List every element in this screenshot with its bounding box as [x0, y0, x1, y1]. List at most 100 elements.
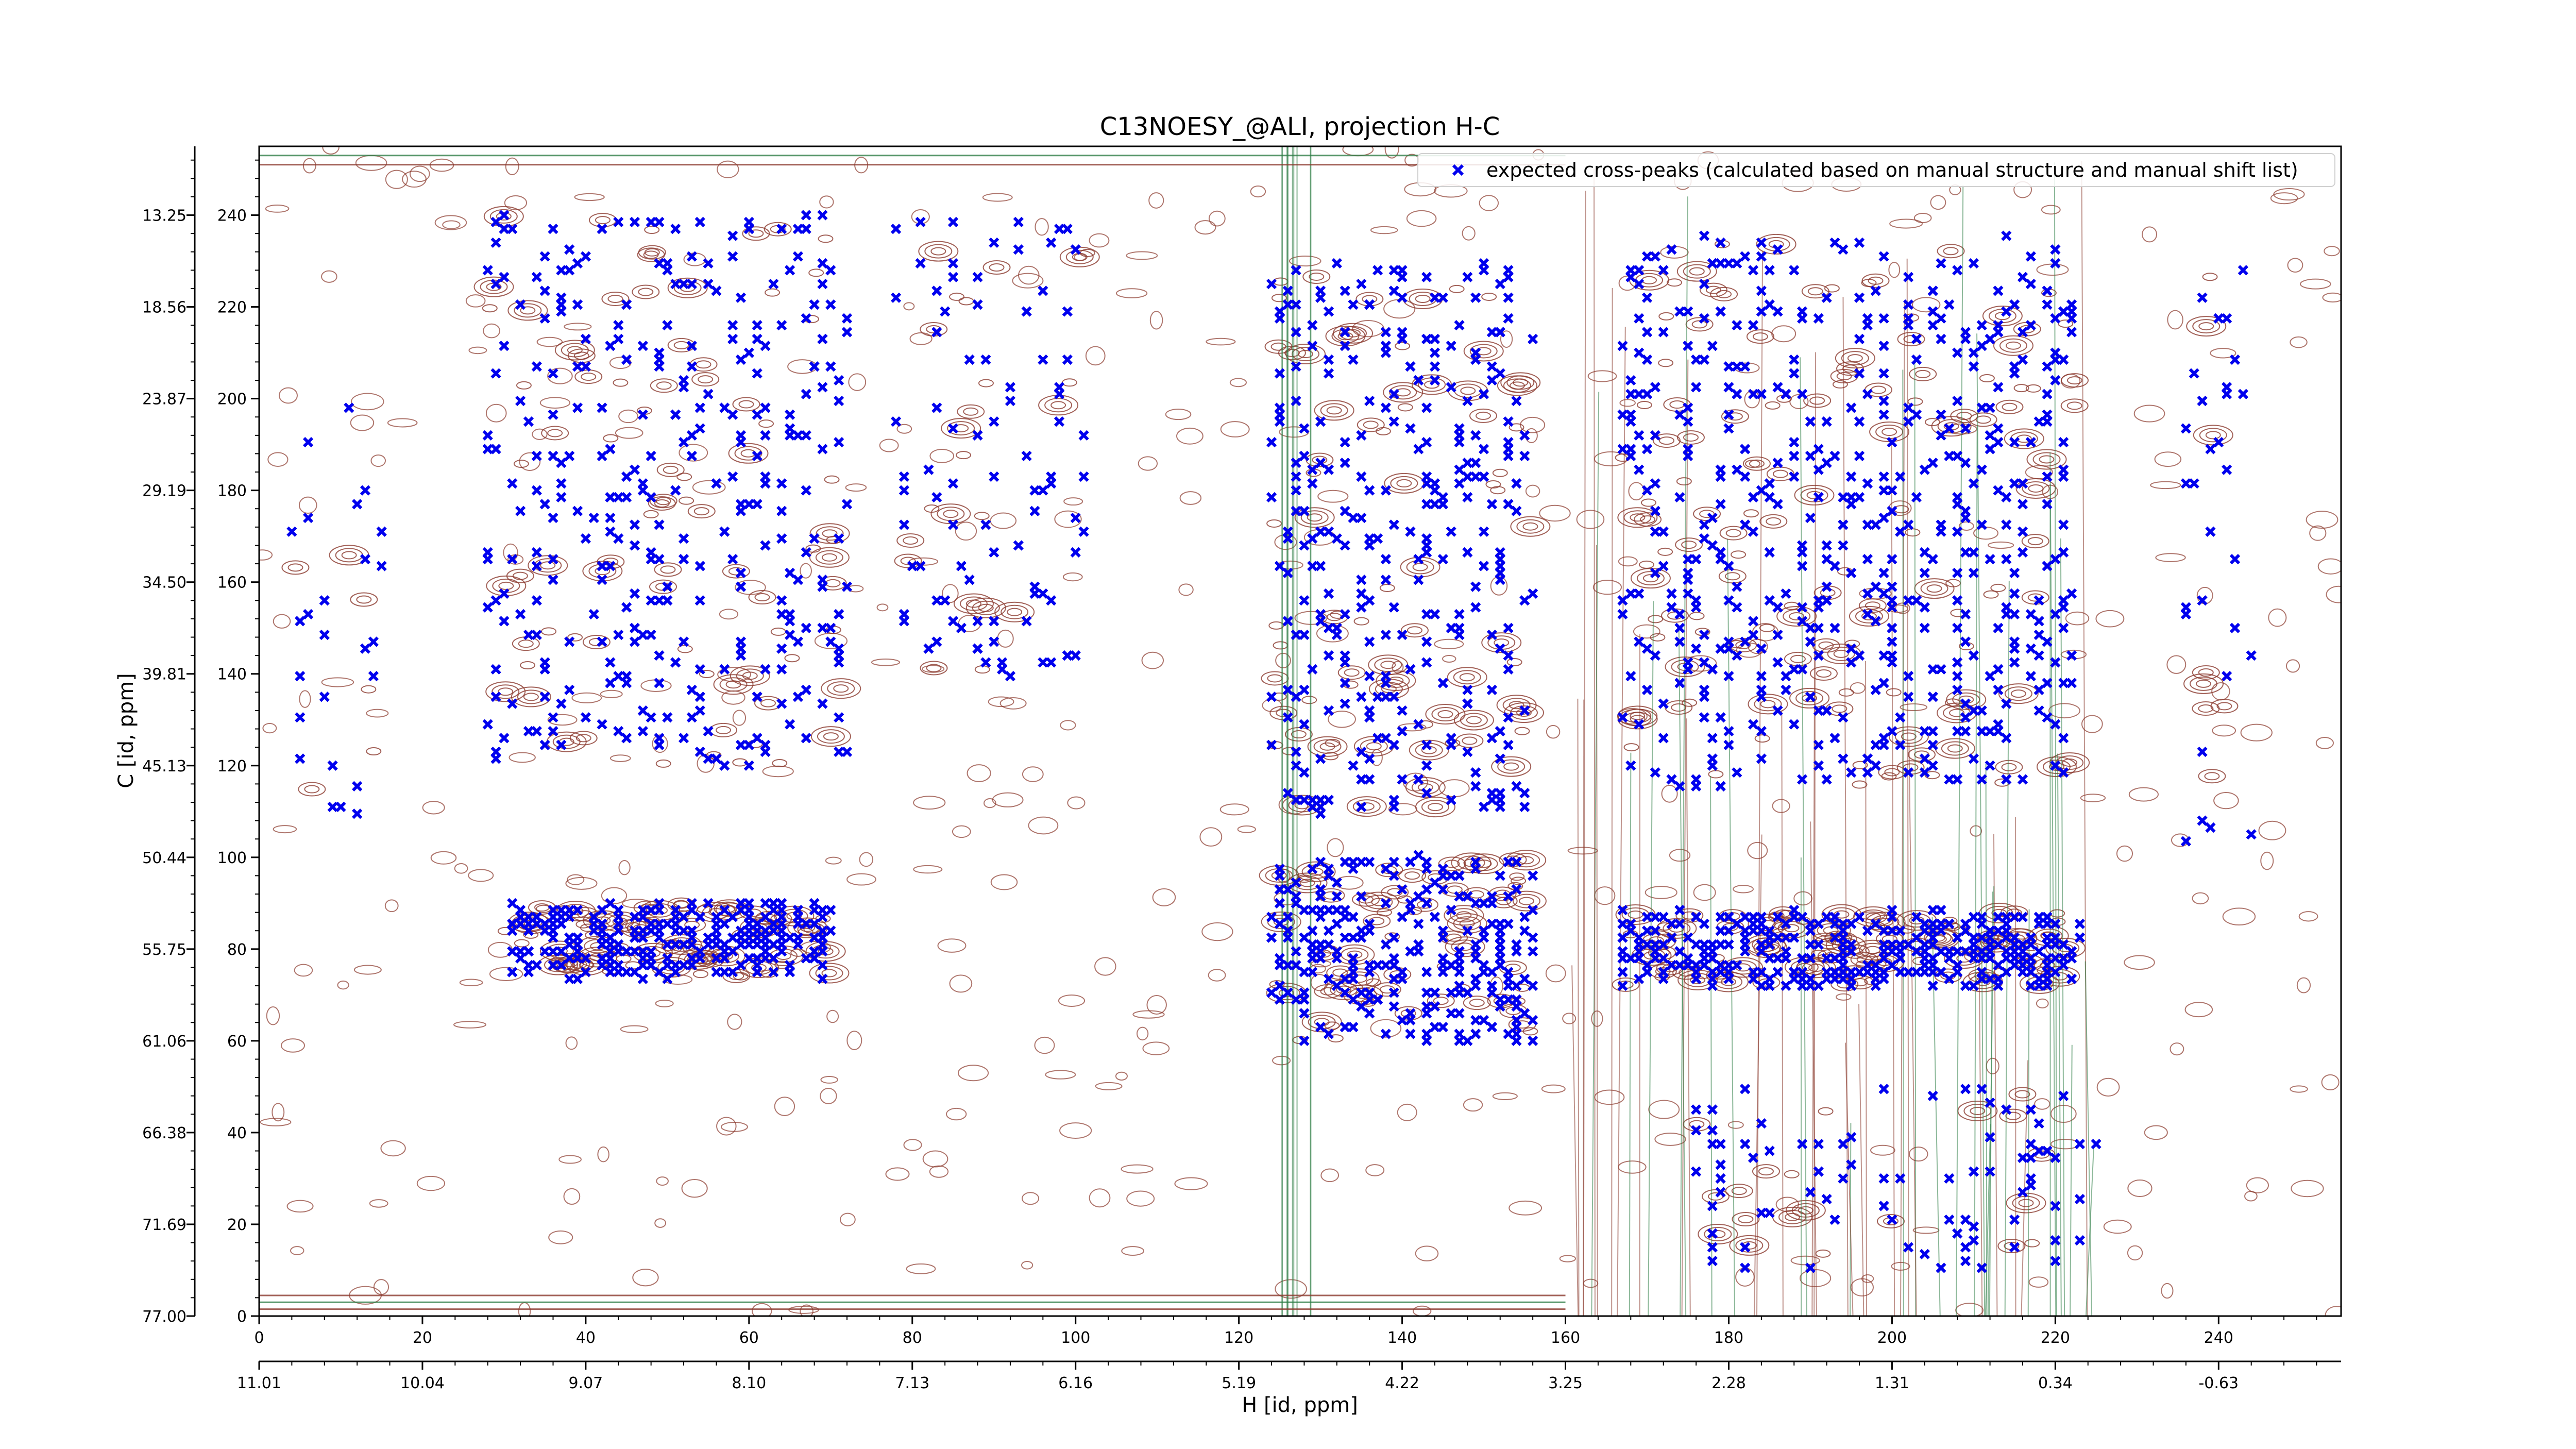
noise-contour [1986, 1057, 1999, 1074]
noise-contour [2127, 1245, 2143, 1261]
cross-peak-marker [654, 347, 665, 358]
peak-contour [1421, 800, 1449, 815]
cross-peak-marker [1715, 643, 1726, 654]
peak-contour [1685, 317, 1714, 332]
cross-peak-marker [539, 251, 550, 262]
peak-contour [1518, 897, 1534, 905]
cross-peak-marker [1666, 918, 1677, 930]
cross-peak-marker [1985, 939, 1995, 950]
noise-contour [1958, 521, 1974, 531]
cross-peak-marker [719, 905, 730, 916]
cross-peak-marker [1976, 1262, 1987, 1273]
cross-peak-marker [1862, 554, 1873, 565]
peak-contour [1357, 417, 1385, 432]
cross-peak-marker [1486, 1022, 1498, 1033]
cross-peak-marker [2229, 354, 2241, 365]
cross-peak-marker [1519, 788, 1530, 799]
cross-peak-marker [531, 726, 542, 737]
cross-peak-marker [1993, 912, 2004, 922]
cross-peak-marker [2001, 1104, 2012, 1115]
cross-peak-marker [1356, 692, 1367, 702]
cross-peak-marker [678, 533, 689, 544]
cross-peak-marker [531, 912, 542, 922]
cross-peak-marker [597, 719, 607, 730]
cross-peak-marker [1340, 698, 1350, 709]
peak-contour [1375, 427, 1391, 435]
cross-peak-marker [1437, 678, 1448, 688]
peak-contour [1990, 583, 2006, 592]
cross-peak-marker [580, 361, 591, 372]
cross-peak-marker [2180, 836, 2192, 847]
peak-contour [2202, 273, 2218, 281]
cross-peak-marker [1797, 313, 1808, 324]
peak-contour [1924, 418, 1940, 427]
cross-peak-marker [1764, 478, 1775, 489]
cross-peak-marker [2050, 244, 2061, 255]
plot-frame [258, 145, 2342, 1317]
streak-contour [1591, 392, 1600, 1316]
cross-peak-marker [1781, 953, 1791, 964]
noise-contour [1645, 886, 1677, 899]
x-axis-index: 0 20 40 60 80 100 120 140 160 180 200 220 240 [254, 1316, 2317, 1347]
cross-peak-marker [1380, 959, 1392, 971]
cross-peak-marker [817, 959, 828, 971]
noise-contour [990, 512, 1017, 529]
noise-contour [1850, 682, 1866, 694]
noise-contour [1208, 210, 1226, 227]
cross-peak-marker [1299, 450, 1310, 462]
cross-peak-marker [613, 726, 624, 737]
cross-peak-marker [1429, 361, 1440, 372]
cross-peak-marker [1887, 581, 1897, 592]
cross-peak-marker [703, 753, 714, 764]
cross-peak-marker [1715, 925, 1726, 936]
noise-contour [719, 609, 739, 620]
cross-peak-marker [1829, 622, 1840, 633]
noise-contour [454, 863, 468, 874]
peak-contour [511, 686, 551, 707]
cross-peak-marker [2205, 444, 2216, 454]
cross-peak-marker [2009, 939, 2020, 950]
peak-contour [1462, 736, 1478, 745]
cross-peak-marker [1789, 368, 1800, 379]
cross-peak-marker [678, 959, 689, 971]
peak-contour [1400, 623, 1429, 638]
cross-peak-marker [1878, 946, 1889, 957]
cross-peak-marker [1519, 1008, 1530, 1019]
cross-peak-marker [531, 595, 542, 606]
cross-peak-marker [1641, 485, 1653, 496]
cross-peak-marker [1993, 719, 2004, 730]
peak-contour [1742, 456, 1771, 471]
cross-peak-marker [515, 299, 526, 310]
peak-contour [941, 418, 981, 439]
cross-peak-marker [1380, 898, 1392, 908]
cross-peak-marker [1976, 932, 1987, 943]
streak-contour [2081, 161, 2088, 1316]
cross-peak-marker [947, 258, 959, 269]
peak-contour [1894, 729, 1923, 744]
cross-peak-marker [1927, 905, 1938, 916]
peak-contour [2199, 428, 2227, 443]
noise-contour [1576, 510, 1605, 529]
cross-peak-marker [1372, 533, 1383, 544]
noise-contour [2317, 558, 2341, 575]
noise-contour [848, 373, 867, 391]
peak-contour [281, 560, 310, 575]
cross-peak-marker [1511, 395, 1522, 407]
cross-peak-marker [1282, 884, 1293, 895]
cross-peak-marker [1699, 519, 1710, 530]
cross-peak-marker [711, 912, 722, 922]
cross-peak-marker [1486, 375, 1498, 386]
cross-peak-marker [646, 595, 656, 606]
cross-peak-marker [1797, 980, 1808, 991]
cross-peak-marker [743, 224, 754, 234]
cross-peak-marker [1307, 795, 1318, 805]
noise-contour [1889, 218, 1923, 229]
noise-contour [2034, 1098, 2050, 1110]
cross-peak-marker [1388, 692, 1399, 702]
peak-contour [894, 553, 922, 568]
x-tick-label: 100 [1061, 1329, 1090, 1347]
peak-contour [1847, 354, 1863, 363]
peak-contour [1639, 560, 1655, 569]
noise-contour [1654, 1132, 1686, 1146]
cross-peak-marker [743, 912, 754, 922]
